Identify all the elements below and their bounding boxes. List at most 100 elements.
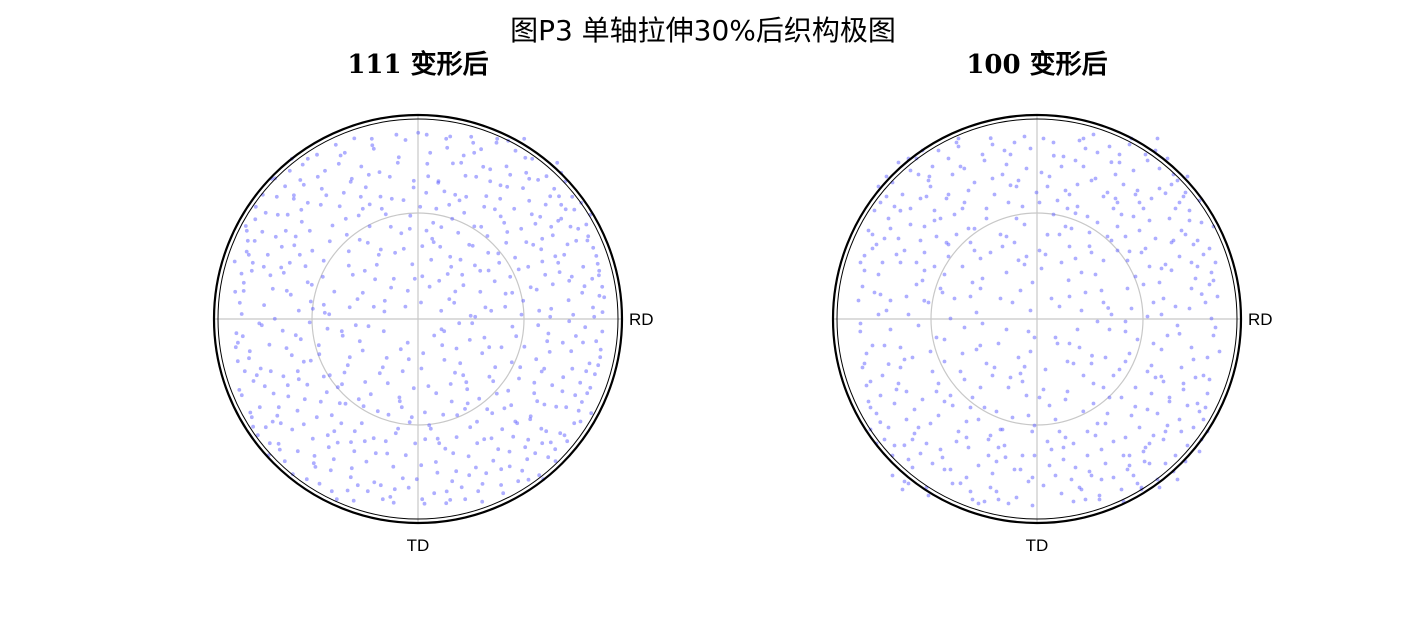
pole-figure-100-point: [1193, 375, 1198, 380]
pole-figure-111-point: [591, 305, 595, 310]
pole-figure-111-point: [522, 136, 527, 141]
pole-figure-111-point: [482, 335, 487, 340]
pole-figure-111-point: [451, 451, 456, 456]
pole-figure-111-point: [236, 340, 240, 345]
pole-figure-111-point: [299, 219, 304, 224]
pole-figure-100-point: [1119, 395, 1124, 400]
pole-figure-111-point: [439, 225, 444, 230]
pole-figure-100-point: [1063, 224, 1068, 229]
pole-figure-100-point: [1123, 329, 1128, 334]
pole-figure-111-point: [453, 370, 457, 375]
pole-figure-100-point: [980, 321, 985, 326]
pole-figure-111-point: [300, 162, 305, 167]
pole-figure-100-point: [898, 260, 903, 265]
pole-figure-111-point: [533, 451, 538, 456]
pole-figure-111-point: [513, 148, 518, 153]
pole-figure-100-point: [1091, 132, 1096, 137]
pole-figure-100-point: [1199, 220, 1204, 225]
pole-figure-111-point: [570, 194, 575, 199]
pole-figure-111-point: [285, 383, 290, 388]
pole-figure-100-point: [926, 493, 931, 498]
pole-figure-100-point: [1149, 391, 1154, 396]
pole-figure-111-point: [584, 222, 589, 227]
pole-figure-100-point: [1014, 216, 1019, 221]
pole-figure-111-point: [379, 206, 384, 211]
pole-figure-111-point: [548, 440, 553, 445]
pole-figure-111-point: [539, 426, 544, 431]
pole-figure-111-point: [243, 224, 248, 228]
pole-figure-111-point: [377, 170, 382, 175]
pole-figure-111-point: [543, 202, 548, 207]
pole-figure-100-point: [892, 204, 897, 209]
pole-figure-100-point: [858, 321, 863, 326]
pole-figure-111-point: [316, 343, 321, 348]
pole-figure-111-point: [497, 260, 502, 265]
pole-figure-111-point: [494, 140, 499, 145]
pole-figure-100-point: [1065, 359, 1070, 364]
pole-figure-111-point: [444, 501, 449, 506]
pole-figure-111-point: [249, 268, 254, 273]
pole-figure-111-point: [546, 455, 551, 460]
pole-figure-111-point: [540, 259, 545, 264]
pole-figure-111-point: [321, 374, 326, 379]
pole-figure-100-point: [960, 351, 965, 356]
pole-figure-100-point: [948, 393, 953, 398]
pole-figure-100-point: [1173, 304, 1178, 309]
pole-figure-100-point: [938, 286, 943, 291]
pole-figure-111-point: [252, 239, 257, 243]
pole-figure-111-point: [503, 291, 508, 296]
pole-figure-111-point: [310, 248, 315, 253]
pole-figure-111-point: [270, 286, 275, 291]
pole-figure-111-point: [554, 404, 559, 409]
pole-figure-100-point: [882, 343, 887, 348]
pole-figure-100-point: [968, 405, 973, 410]
pole-figure-100-point: [1089, 178, 1094, 183]
pole-figure-100-point: [1073, 211, 1078, 216]
pole-figure-111-point: [538, 214, 543, 219]
pole-figure-100-point: [1039, 266, 1044, 271]
pole-figure-111-point: [600, 329, 605, 334]
pole-figure-111-point: [418, 204, 423, 209]
pole-figure-111-point: [391, 276, 396, 281]
pole-figure-111-point: [287, 168, 292, 173]
pole-figure-100-point: [1020, 379, 1025, 384]
pole-figure-100-point: [1177, 254, 1182, 259]
pole-figure-111-point: [591, 245, 596, 250]
pole-figure-111-point: [307, 320, 312, 325]
pole-figure-100-point: [1157, 166, 1162, 171]
pole-figure-100-point: [1026, 329, 1031, 334]
pole-figure-111-point: [489, 436, 494, 441]
pole-figure-100-point: [1002, 443, 1007, 448]
pole-figure-111-point: [424, 190, 429, 195]
pole-figure-111-point: [371, 146, 376, 151]
pole-figure-111-point: [432, 491, 437, 496]
pole-figure-100-point: [938, 447, 943, 452]
pole-figure-100-point: [1061, 445, 1066, 450]
pole-figure-100-point: [1195, 264, 1200, 269]
pole-figure-111-point: [395, 160, 400, 165]
pole-figure-111-point: [353, 323, 358, 328]
pole-figure-100-point: [1099, 477, 1104, 482]
pole-figure-111-point: [400, 476, 405, 481]
pole-figure-100-point: [894, 387, 899, 392]
pole-figure-111-point: [362, 439, 367, 444]
pole-figure-111-point: [437, 278, 442, 283]
pole-figure-100-point: [874, 411, 879, 416]
pole-figure-100-point: [1103, 421, 1108, 426]
pole-figure-100-point: [1006, 501, 1011, 506]
pole-figure-111-point: [565, 439, 570, 444]
pole-figure-111-point: [321, 258, 326, 263]
pole-figure-111-point: [388, 224, 393, 229]
pole-figure-100-point: [1037, 395, 1042, 400]
pole-figure-111-point: [367, 224, 372, 229]
pole-figure-100-point: [1201, 373, 1206, 378]
pole-figure-111-point: [507, 449, 512, 454]
pole-figure-111-point: [359, 421, 364, 426]
pole-figure-111-point: [564, 405, 569, 410]
pole-figure-100-point: [884, 194, 889, 199]
pole-figure-100-point: [1107, 327, 1112, 332]
pole-figure-100-point: [1047, 174, 1052, 179]
pole-figure-100-point: [1101, 258, 1106, 263]
pole-figure-100-point: [932, 208, 937, 213]
pole-figure-111-point: [588, 385, 593, 390]
